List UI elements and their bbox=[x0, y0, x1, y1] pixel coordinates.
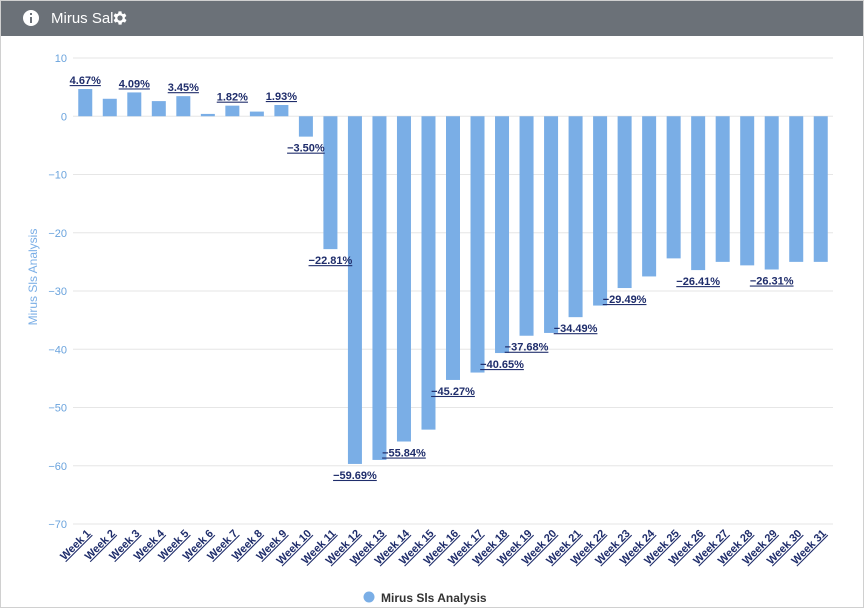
bar[interactable] bbox=[740, 116, 755, 266]
bar[interactable] bbox=[568, 116, 583, 318]
data-label: −55.84% bbox=[382, 448, 426, 460]
bar[interactable] bbox=[274, 105, 289, 117]
bar[interactable] bbox=[421, 116, 436, 430]
panel-header: Mirus Sal bbox=[1, 1, 863, 36]
bar[interactable] bbox=[298, 116, 313, 137]
bar[interactable] bbox=[764, 116, 779, 270]
bar[interactable] bbox=[127, 92, 142, 117]
bar-chart: 10 0 −10 −20 −30 −40 −50 −60 −70 Mirus Sls Analy… bbox=[26, 53, 833, 605]
bar[interactable] bbox=[642, 116, 657, 277]
bar[interactable] bbox=[813, 116, 828, 262]
y-tick-label: −60 bbox=[48, 461, 67, 473]
panel-title: Mirus Sal bbox=[51, 10, 114, 27]
data-label: 4.67% bbox=[70, 75, 101, 87]
bar[interactable] bbox=[519, 116, 534, 336]
data-label: 4.09% bbox=[119, 78, 150, 90]
data-label: −22.81% bbox=[309, 255, 353, 267]
bar[interactable] bbox=[691, 116, 706, 271]
bar[interactable] bbox=[789, 116, 804, 262]
bar[interactable] bbox=[666, 116, 681, 259]
data-label: −26.31% bbox=[750, 276, 794, 288]
bar[interactable] bbox=[715, 116, 730, 262]
bar[interactable] bbox=[102, 98, 117, 117]
y-tick-label: 0 bbox=[61, 111, 67, 123]
bar[interactable] bbox=[225, 105, 240, 117]
bar[interactable] bbox=[593, 116, 608, 306]
y-tick-label: −40 bbox=[48, 344, 67, 356]
data-label: −40.65% bbox=[480, 359, 524, 371]
bar[interactable] bbox=[617, 116, 632, 289]
bars bbox=[78, 89, 828, 464]
data-labels: 4.67% 4.09% 3.45% 1.82% 1.93% −3.50% −22.81% −5… bbox=[70, 75, 794, 482]
legend-label: Mirus Sls Analysis bbox=[381, 591, 487, 605]
bar[interactable] bbox=[544, 116, 559, 333]
info-icon[interactable] bbox=[23, 10, 39, 26]
bar[interactable] bbox=[446, 116, 460, 380]
bar[interactable] bbox=[495, 116, 510, 354]
y-tick-label: −70 bbox=[48, 519, 67, 531]
y-tick-label: −30 bbox=[48, 286, 67, 298]
data-label: −34.49% bbox=[554, 323, 598, 335]
data-label: −59.69% bbox=[333, 470, 377, 482]
bar[interactable] bbox=[78, 89, 93, 117]
bar[interactable] bbox=[396, 116, 411, 442]
bar[interactable] bbox=[249, 111, 264, 117]
gear-icon[interactable] bbox=[111, 9, 129, 27]
bar[interactable] bbox=[347, 116, 362, 464]
y-tick-label: 10 bbox=[55, 53, 67, 65]
y-tick-label: −50 bbox=[48, 403, 67, 415]
bar[interactable] bbox=[470, 116, 485, 373]
bar[interactable] bbox=[323, 116, 338, 250]
legend[interactable]: Mirus Sls Analysis bbox=[363, 591, 487, 605]
data-label: 3.45% bbox=[168, 82, 199, 94]
data-label: −3.50% bbox=[287, 143, 325, 155]
data-label: −26.41% bbox=[676, 276, 720, 288]
y-tick-label: −20 bbox=[48, 228, 67, 240]
y-axis-ticks: 10 0 −10 −20 −30 −40 −50 −60 −70 bbox=[48, 53, 67, 531]
data-label: −37.68% bbox=[505, 342, 549, 354]
data-label: 1.93% bbox=[266, 91, 297, 103]
bar[interactable] bbox=[372, 116, 387, 460]
data-label: −45.27% bbox=[431, 386, 475, 398]
bar[interactable] bbox=[176, 96, 191, 117]
legend-marker bbox=[363, 591, 375, 603]
bar[interactable] bbox=[200, 113, 215, 117]
bar[interactable] bbox=[151, 101, 166, 117]
data-label: 1.82% bbox=[217, 92, 248, 104]
y-tick-label: −10 bbox=[48, 170, 67, 182]
y-axis-label: Mirus Sls Analysis bbox=[26, 229, 40, 326]
data-label: −29.49% bbox=[603, 294, 647, 306]
